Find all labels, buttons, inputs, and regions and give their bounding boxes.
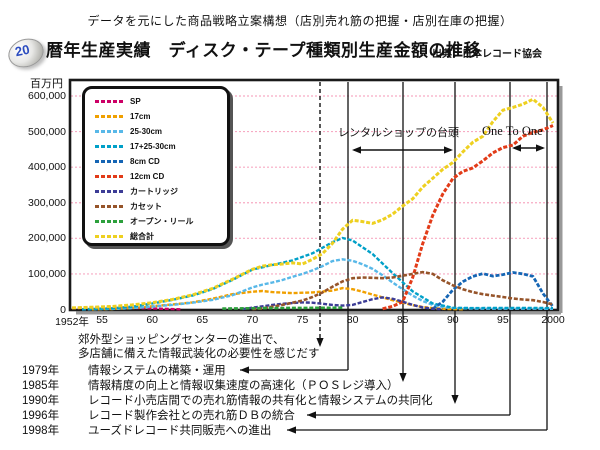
x-tick-label: 95 (497, 314, 509, 326)
event-arrow-left (307, 411, 316, 419)
timeline-year: 1985年 (22, 380, 60, 392)
legend-item: オープン・リール (95, 214, 227, 229)
series-line (252, 270, 554, 311)
legend-item: 12cm CD (95, 169, 227, 184)
legend-label: 12cm CD (130, 172, 165, 181)
timeline-year: 1990年 (22, 395, 60, 407)
series-line (91, 286, 463, 311)
y-tick-label: 0 (60, 303, 66, 316)
legend-label: 25-30cm (130, 127, 163, 136)
x-tick-label: 2000 (541, 314, 565, 326)
x-tick-label: 60 (146, 314, 158, 326)
x-tick-label: 55 (96, 314, 108, 326)
slide-number: 20 (13, 41, 31, 60)
series-line (222, 306, 343, 310)
legend-label: カートリッジ (130, 187, 178, 196)
onetoone-arrow-left (512, 144, 521, 152)
series-line (431, 271, 555, 310)
legend-item: 25-30cm (95, 124, 227, 139)
y-tick-label: 300,000 (28, 196, 66, 209)
onetoone-arrow-right (536, 144, 545, 152)
event-arrow-down (399, 373, 407, 382)
timeline-event-text: ユーズドレコード共同販売への進出 (88, 425, 272, 437)
legend-line-swatch (95, 205, 123, 208)
x-tick-label: 75 (296, 314, 309, 326)
legend-item: SP (95, 94, 227, 109)
x-tick-label: 70 (246, 314, 259, 326)
timeline-event-text: レコード製作会社との売れ筋ＤＢの統合 (88, 410, 295, 422)
y-tick-label: 500,000 (28, 125, 66, 138)
legend-line-swatch (95, 160, 123, 163)
slide-subtitle: データを元にした商品戦略立案構想（店別売れ筋の把握・店別在庫の把握） (87, 14, 513, 28)
rental-arrow-left (352, 146, 361, 154)
event-arrow-left (240, 366, 249, 374)
rental-arrow-right (444, 146, 453, 154)
event-arrow-down (451, 395, 459, 404)
y-tick-label: 400,000 (28, 161, 66, 174)
annotation-rental-shops: レンタルショップの台頭 (338, 127, 459, 139)
legend-label: 総合計 (130, 232, 154, 241)
legend-line-swatch (95, 190, 123, 193)
legend-item: カセット (95, 199, 227, 214)
x-tick-label: 85 (396, 314, 409, 326)
chart-legend: SP 17cm 25-30cm 17+25-30cm 8cm CD 12cm CD カートリ… (82, 86, 230, 246)
timeline-event-text: 情報精度の向上と情報収集速度の高速化（ＰＯＳレジ導入） (88, 380, 399, 392)
legend-item: 17cm (95, 109, 227, 124)
dashed-line-arrow (316, 338, 324, 347)
legend-label: オープン・リール (130, 217, 194, 226)
legend-line-swatch (95, 145, 123, 148)
series-line (382, 124, 554, 311)
timeline-event-text: レコード小売店間での売れ筋情報の共有化と情報システムの共同化 (88, 395, 433, 407)
plot-border (68, 78, 560, 312)
series-line (242, 296, 443, 311)
legend-item: 総合計 (95, 229, 227, 244)
legend-label: 17+25-30cm (130, 142, 176, 151)
legend-item: カートリッジ (95, 184, 227, 199)
y-axis-unit-label: 百万円 (30, 78, 63, 90)
page-title: 暦年生産実績 ディスク・テープ種類別生産金額の推移 (46, 41, 481, 60)
legend-label: SP (130, 97, 141, 106)
x-tick-label: 90 (446, 314, 459, 326)
x-tick-label: 65 (196, 314, 209, 326)
legend-line-swatch (95, 130, 123, 133)
x-tick-label: 80 (346, 314, 359, 326)
legend-label: 17cm (130, 112, 151, 121)
x-tick-label: 1952年 (55, 316, 89, 328)
timeline-year: 1998年 (22, 425, 60, 437)
legend-item: 8cm CD (95, 154, 227, 169)
note-line-1: 郊外型ショッピングセンターの進出で、 (78, 334, 285, 346)
legend-line-swatch (95, 115, 123, 118)
y-tick-label: 100,000 (28, 267, 66, 280)
event-arrow-left (287, 426, 296, 434)
timeline-year: 1979年 (22, 365, 60, 377)
legend-line-swatch (95, 220, 123, 223)
timeline-event-text: 情報システムの構築・運用 (88, 365, 226, 377)
legend-item: 17+25-30cm (95, 139, 227, 154)
series-line (81, 258, 554, 311)
y-tick-label: 200,000 (28, 232, 66, 245)
series-line (71, 97, 555, 310)
note-line-2: 多店舗に備えた情報武装化の必要性を感じだす (78, 348, 320, 360)
legend-label: 8cm CD (130, 157, 160, 166)
timeline-year: 1996年 (22, 410, 60, 422)
annotation-one-to-one: One To One (482, 124, 543, 138)
legend-line-swatch (95, 175, 123, 178)
legend-label: カセット (130, 202, 162, 211)
y-tick-label: 600,000 (28, 90, 66, 102)
legend-line-swatch (95, 235, 123, 238)
legend-line-swatch (95, 100, 123, 103)
source-credit: 出典：日本レコード協会 (432, 49, 542, 60)
